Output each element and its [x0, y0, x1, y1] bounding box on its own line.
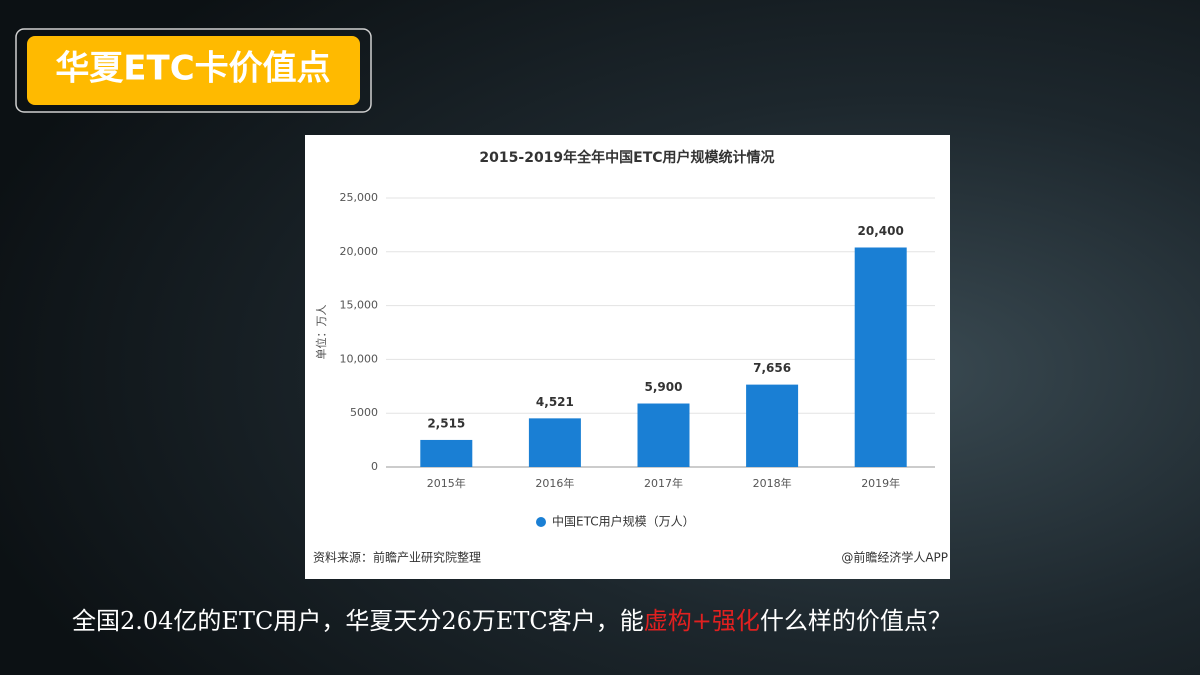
bar [528, 418, 581, 467]
caption-text: 什么样的价值点？ [760, 607, 952, 635]
slide-title: 华夏ETC卡价值点 [55, 49, 330, 89]
x-tick-label: 2018年 [753, 476, 792, 490]
y-axis-label: 单位：万人 [314, 305, 328, 360]
source: 资料来源：前瞻产业研究院整理 [313, 550, 481, 565]
bar [746, 384, 799, 467]
title-box [27, 36, 360, 105]
y-tick-label: 0 [371, 460, 378, 473]
bar [637, 403, 690, 467]
bar [854, 247, 907, 467]
x-tick-label: 2017年 [644, 476, 683, 490]
y-tick-label: 10,000 [340, 352, 379, 365]
value-label: 2,515 [427, 416, 465, 430]
y-tick-label: 15,000 [340, 299, 379, 312]
value-label: 20,400 [858, 224, 904, 238]
credit: @前瞻经济学人APP [841, 550, 948, 565]
x-tick-label: 2015年 [427, 476, 466, 490]
y-tick-label: 20,000 [340, 245, 379, 258]
caption-text: 全国2.04亿的ETC用户，华夏天分26万ETC客户，能 [72, 607, 644, 635]
y-tick-label: 5000 [350, 406, 378, 419]
x-tick-label: 2019年 [861, 476, 900, 490]
legend-marker [536, 517, 546, 527]
caption: 全国2.04亿的ETC用户，华夏天分26万ETC客户，能虚构+强化什么样的价值点… [72, 607, 952, 635]
title-frame [15, 28, 372, 113]
value-label: 5,900 [645, 380, 683, 394]
bar [420, 439, 473, 467]
legend-label: 中国ETC用户规模（万人） [552, 514, 695, 529]
x-tick-label: 2016年 [535, 476, 574, 490]
y-tick-label: 25,000 [340, 191, 379, 204]
chart-panel [305, 135, 950, 579]
value-label: 4,521 [536, 395, 574, 409]
caption-highlight: 虚构+强化 [644, 607, 760, 635]
value-label: 7,656 [753, 361, 791, 375]
chart-title: 2015-2019年全年中国ETC用户规模统计情况 [479, 149, 774, 166]
